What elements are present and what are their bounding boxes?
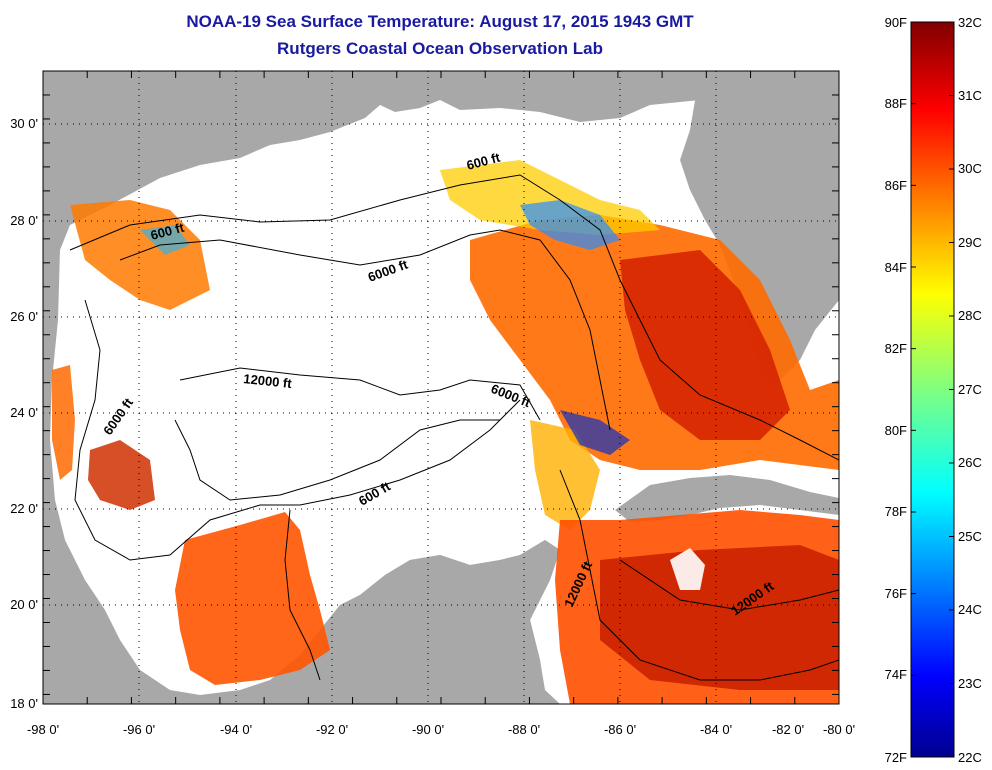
cbar-f-78: 78F [885, 504, 907, 519]
map-subtitle: Rutgers Coastal Ocean Observation Lab [277, 39, 603, 58]
map-plot-area: 600 ft 600 ft 6000 ft 12000 ft 6000 ft 6… [43, 71, 839, 704]
cbar-c-32: 32C [958, 15, 982, 30]
cbar-f-72: 72F [885, 750, 907, 765]
lon-label-98: -98 0' [27, 722, 59, 737]
cbar-c-23: 23C [958, 676, 982, 691]
lon-label-80: -80 0' [823, 722, 855, 737]
cbar-c-31: 31C [958, 88, 982, 103]
longitude-labels: -98 0' -96 0' -94 0' -92 0' -90 0' -88 0… [27, 722, 855, 737]
cbar-c-26: 26C [958, 455, 982, 470]
axis-ticks [42, 70, 840, 704]
sst-data-layer [52, 160, 839, 704]
colorbar-gradient [910, 21, 955, 758]
cbar-f-84: 84F [885, 260, 907, 275]
cuba [615, 475, 839, 522]
cbar-c-28: 28C [958, 308, 982, 323]
cbar-c-25: 25C [958, 529, 982, 544]
cbar-f-86: 86F [885, 178, 907, 193]
lat-label-30: 30 0' [10, 116, 38, 131]
lat-label-26: 26 0' [10, 309, 38, 324]
lat-label-20: 20 0' [10, 597, 38, 612]
colorbar-ticks [911, 21, 954, 758]
florida [680, 71, 839, 385]
lat-label-24: 24 0' [10, 405, 38, 420]
lon-label-86: -86 0' [604, 722, 636, 737]
cbar-c-29: 29C [958, 235, 982, 250]
cbar-c-27: 27C [958, 382, 982, 397]
cbar-f-90: 90F [885, 15, 907, 30]
cbar-c-24: 24C [958, 602, 982, 617]
lon-label-82: -82 0' [772, 722, 804, 737]
yucatan [300, 540, 560, 704]
cbar-f-88: 88F [885, 96, 907, 111]
lon-label-96: -96 0' [123, 722, 155, 737]
graticule [43, 71, 839, 704]
lon-label-84: -84 0' [700, 722, 732, 737]
lon-label-94: -94 0' [220, 722, 252, 737]
latitude-labels: 30 0' 28 0' 26 0' 24 0' 22 0' 20 0' 18 0… [10, 116, 38, 711]
map-title: NOAA-19 Sea Surface Temperature: August … [186, 12, 694, 31]
lat-label-22: 22 0' [10, 501, 38, 516]
lon-label-88: -88 0' [508, 722, 540, 737]
cbar-c-22: 22C [958, 750, 982, 765]
contour-label-12000ft-central: 12000 ft [243, 371, 293, 391]
cbar-f-82: 82F [885, 341, 907, 356]
lon-label-90: -90 0' [412, 722, 444, 737]
bathymetry-contours [69, 174, 839, 681]
colorbar: 90F 88F 86F 84F 82F 80F 78F 76F 74F 72F … [885, 15, 982, 765]
cbar-f-76: 76F [885, 586, 907, 601]
lon-label-92: -92 0' [316, 722, 348, 737]
lat-label-28: 28 0' [10, 213, 38, 228]
cbar-c-30: 30C [958, 161, 982, 176]
lat-label-18: 18 0' [10, 696, 38, 711]
cbar-f-74: 74F [885, 667, 907, 682]
cbar-f-80: 80F [885, 423, 907, 438]
